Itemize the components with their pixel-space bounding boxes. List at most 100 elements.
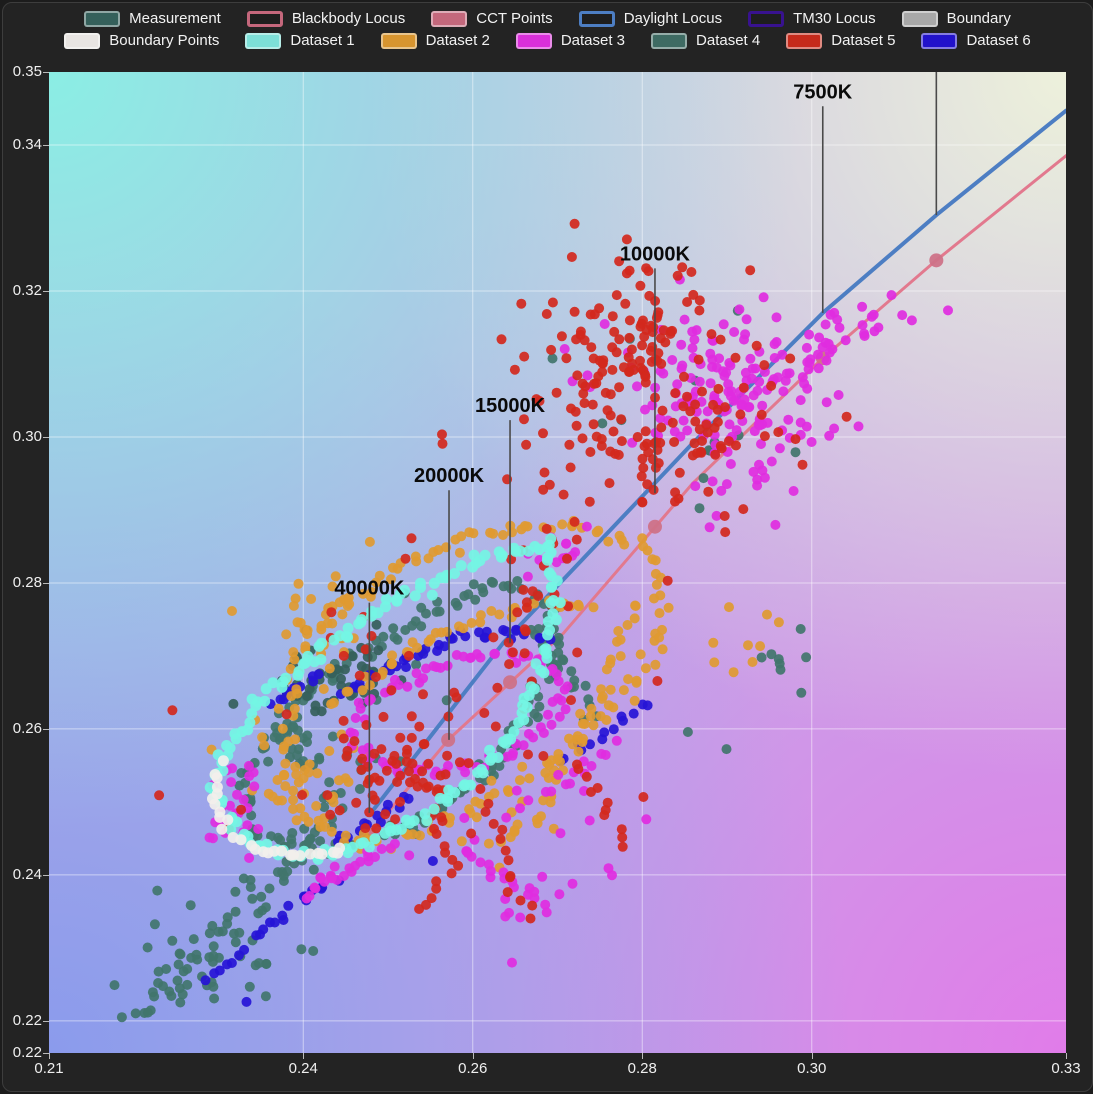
data-point [188, 934, 199, 945]
data-point [600, 387, 611, 398]
legend-item-daylight-locus[interactable]: Daylight Locus [578, 10, 722, 27]
data-point [711, 510, 722, 521]
data-point [616, 824, 627, 835]
data-point [386, 659, 397, 670]
data-point [543, 567, 555, 579]
chromaticity-plot[interactable]: 40000K 20000K 15000K 10000K 7500K [49, 72, 1066, 1053]
data-point [546, 786, 557, 797]
data-point [400, 625, 411, 635]
data-point [756, 652, 767, 663]
data-point [507, 957, 517, 968]
data-point [370, 672, 381, 682]
data-point [373, 645, 384, 656]
legend-swatch-icon [64, 32, 101, 49]
data-point [261, 958, 272, 969]
legend-item-tm30-locus[interactable]: TM30 Locus [748, 10, 876, 27]
data-point [489, 648, 500, 659]
data-point [569, 218, 580, 229]
chromaticity-svg: 40000K 20000K 15000K 10000K 7500K [49, 72, 1066, 1053]
cct-label: 20000K [414, 465, 485, 487]
data-point [222, 918, 233, 929]
data-point [236, 768, 247, 778]
data-point [757, 465, 768, 476]
data-point [628, 708, 639, 719]
data-point [585, 711, 596, 722]
data-point [707, 476, 718, 487]
data-point [479, 549, 491, 561]
data-point [531, 394, 542, 405]
legend-item-measurement[interactable]: Measurement [84, 10, 221, 27]
data-point [629, 613, 640, 624]
data-point [234, 927, 245, 938]
data-point [374, 570, 385, 581]
data-point [418, 689, 428, 700]
data-point [432, 784, 443, 795]
legend-item-blackbody-locus[interactable]: Blackbody Locus [246, 10, 405, 27]
data-point [228, 698, 239, 709]
data-point [538, 667, 550, 679]
data-point [466, 828, 477, 839]
data-point [280, 758, 291, 769]
legend-label: Dataset 1 [290, 32, 355, 49]
data-point [437, 816, 448, 827]
data-point [185, 900, 196, 911]
legend-item-dataset-2[interactable]: Dataset 2 [380, 32, 490, 49]
legend-item-boundary-points[interactable]: Boundary Points [64, 32, 219, 49]
data-point [581, 521, 592, 532]
data-point [506, 554, 517, 565]
data-point [769, 353, 780, 363]
data-point [635, 280, 646, 291]
y-tick-label: 0.30 [12, 427, 42, 445]
legend-item-dataset-4[interactable]: Dataset 4 [651, 32, 760, 49]
data-point [172, 975, 183, 986]
data-point [541, 541, 553, 553]
data-point [653, 458, 664, 469]
data-point [724, 419, 735, 430]
data-point [579, 398, 590, 409]
data-point [783, 414, 794, 425]
data-point [622, 620, 633, 630]
legend-item-dataset-5[interactable]: Dataset 5 [786, 32, 895, 49]
data-point [261, 902, 271, 913]
data-point [285, 663, 296, 674]
data-point [609, 326, 620, 337]
data-point [334, 842, 346, 854]
data-point [613, 449, 624, 460]
data-point [745, 353, 756, 364]
data-point [283, 900, 294, 911]
data-point [657, 644, 668, 655]
data-point [494, 761, 505, 771]
data-point [525, 681, 537, 693]
data-point [637, 340, 648, 351]
data-point [943, 305, 953, 316]
data-point [437, 438, 448, 449]
data-point [756, 409, 767, 420]
data-point [715, 441, 726, 451]
data-point [643, 266, 654, 277]
data-point [480, 806, 491, 817]
data-point [766, 380, 777, 391]
data-point [577, 433, 588, 444]
x-tick-label: 0.30 [797, 1060, 827, 1077]
data-point [829, 423, 840, 434]
legend-item-dataset-3[interactable]: Dataset 3 [515, 32, 625, 49]
data-point [672, 379, 683, 390]
data-point [653, 348, 664, 359]
data-point [561, 353, 572, 364]
legend-item-cct-points[interactable]: CCT Points [431, 10, 553, 27]
data-point [679, 371, 689, 382]
data-point [603, 536, 614, 547]
legend-label: TM30 Locus [793, 10, 876, 27]
data-point [488, 818, 499, 829]
data-point [153, 978, 164, 988]
data-point [302, 737, 312, 748]
data-point [318, 684, 329, 694]
data-point [693, 354, 704, 365]
data-point [300, 641, 311, 652]
data-point [326, 607, 337, 618]
legend-item-dataset-6[interactable]: Dataset 6 [921, 32, 1031, 49]
legend-item-boundary[interactable]: Boundary [901, 10, 1011, 27]
data-point [319, 802, 330, 813]
legend-item-dataset-1[interactable]: Dataset 1 [245, 32, 355, 49]
data-point [230, 937, 241, 948]
